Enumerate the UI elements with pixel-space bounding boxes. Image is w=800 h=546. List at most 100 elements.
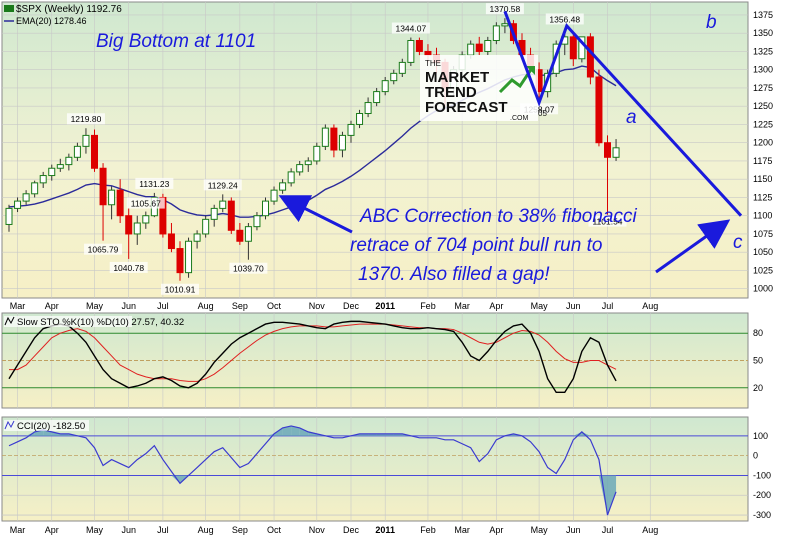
cci-overbought-area <box>26 431 35 436</box>
cci-tick-label: -100 <box>753 470 771 480</box>
x-tick-label-bottom: Feb <box>420 525 436 535</box>
cci-tick-label: -200 <box>753 490 771 500</box>
price-callout-bg <box>109 261 148 273</box>
x-tick-label-bottom: Aug <box>642 525 658 535</box>
arrow-to-sep-low <box>278 195 353 234</box>
price-callout: 1370.58 <box>490 4 521 14</box>
candle-up <box>133 222 141 235</box>
candle-up <box>202 218 210 235</box>
price-tick-label: 1025 <box>753 265 773 275</box>
candle-up <box>219 200 227 209</box>
x-tick-label-bottom: Jul <box>157 525 169 535</box>
candle-down <box>604 142 611 158</box>
cci-oversold-area <box>171 475 180 484</box>
price-tick-label: 1275 <box>753 83 773 93</box>
candle-up <box>56 164 64 169</box>
price-callout: 1219.80 <box>71 114 102 124</box>
candle-up <box>142 215 150 224</box>
abc-wave-lines <box>503 10 743 217</box>
price-tick-label: 1325 <box>753 46 773 56</box>
cci-overbought-area <box>299 427 309 436</box>
candle-up <box>262 200 269 217</box>
price-callout-bg <box>229 262 268 274</box>
candle-up <box>48 167 56 177</box>
x-tick-label-bottom: Nov <box>309 525 326 535</box>
stoch-tick-label: 50 <box>753 356 763 366</box>
candle-down <box>227 200 235 231</box>
candle-up <box>484 40 492 52</box>
cci-legend: CCI(20) -182.50 <box>4 420 89 432</box>
svg-text:THE: THE <box>425 59 441 68</box>
price-tick-label: 1100 <box>753 211 772 221</box>
candle-up <box>492 25 500 41</box>
x-tick-label-top: Mar <box>10 301 26 311</box>
stochastic-layer <box>2 320 748 394</box>
candle-down <box>415 40 423 52</box>
candle-down <box>167 233 175 250</box>
candle-up <box>321 127 329 147</box>
price-callout: 1040.78 <box>113 263 144 273</box>
cci-tick-label: 100 <box>753 431 768 441</box>
cci-overbought-area <box>573 431 582 436</box>
arrow-to-aug-low <box>655 219 731 274</box>
candle-down <box>159 196 167 235</box>
price-tick-label: 1175 <box>753 156 772 166</box>
candle-up <box>82 134 90 147</box>
price-callout-bg <box>588 215 627 227</box>
abc-line-2: retrace of 704 point bull run to <box>350 235 602 256</box>
x-tick-label-top: Dec <box>343 301 360 311</box>
x-tick-label-bottom: Sep <box>232 525 248 535</box>
cci-overbought-area <box>581 431 591 436</box>
price-callout-bg <box>135 177 174 189</box>
candle-down <box>569 36 577 60</box>
price-tick-label: 1050 <box>753 247 773 257</box>
candle-up <box>39 175 47 184</box>
candle-down <box>424 50 432 56</box>
cci-oversold-area <box>607 475 617 516</box>
x-tick-label-top: Feb <box>420 301 436 311</box>
cci-layer <box>2 425 748 516</box>
price-tick-label: 1350 <box>753 28 773 38</box>
candle-up <box>313 145 321 162</box>
svg-text:MARKET: MARKET <box>425 69 489 86</box>
candle-up <box>193 233 201 242</box>
x-tick-label-top: Jul <box>157 301 169 311</box>
candle-up <box>390 72 398 82</box>
wave-c-label: c <box>733 232 743 253</box>
candle-up <box>31 182 39 195</box>
x-tick-label-bottom: Apr <box>489 525 503 535</box>
x-tick-label-top: Oct <box>267 301 282 311</box>
price-callout-bg <box>520 103 559 115</box>
x-tick-label-bottom: Aug <box>198 525 214 535</box>
cci-overbought-area <box>282 425 292 436</box>
candle-down <box>595 76 603 144</box>
x-tick-label-bottom: May <box>531 525 549 535</box>
x-tick-label-top: May <box>86 301 104 311</box>
candle-up <box>296 164 304 173</box>
candle-up <box>253 215 261 228</box>
x-tick-label-bottom: Mar <box>10 525 26 535</box>
price-callout-bg <box>66 113 105 125</box>
x-tick-label-bottom: Apr <box>45 525 59 535</box>
candle-up <box>501 23 509 27</box>
price-tick-label: 1000 <box>753 284 773 294</box>
price-callout-bg <box>391 22 430 34</box>
abc-correction-annotation: ABC Correction to 38% fibonacci retrace … <box>350 206 637 285</box>
price-callout: 1105.67 <box>131 199 161 209</box>
x-tick-label-bottom: Dec <box>343 525 360 535</box>
cci-panel-bg <box>1 416 749 522</box>
candle-up <box>185 240 193 274</box>
x-tick-label-bottom: Mar <box>454 525 470 535</box>
wave-a-label: a <box>626 107 637 128</box>
price-tick-label: 1150 <box>753 174 772 184</box>
candle-up <box>270 189 278 202</box>
cci-title: CCI(20) -182.50 <box>17 421 85 432</box>
candle-down <box>176 248 184 274</box>
price-tick-label: 1125 <box>753 192 772 202</box>
x-tick-label-top: Nov <box>309 301 326 311</box>
candle-up <box>65 156 73 166</box>
candle-down <box>475 43 483 52</box>
price-tick-label: 1200 <box>753 138 773 148</box>
price-legend: $SPX (Weekly) 1192.76 EMA(20) 1278.46 <box>4 4 122 26</box>
